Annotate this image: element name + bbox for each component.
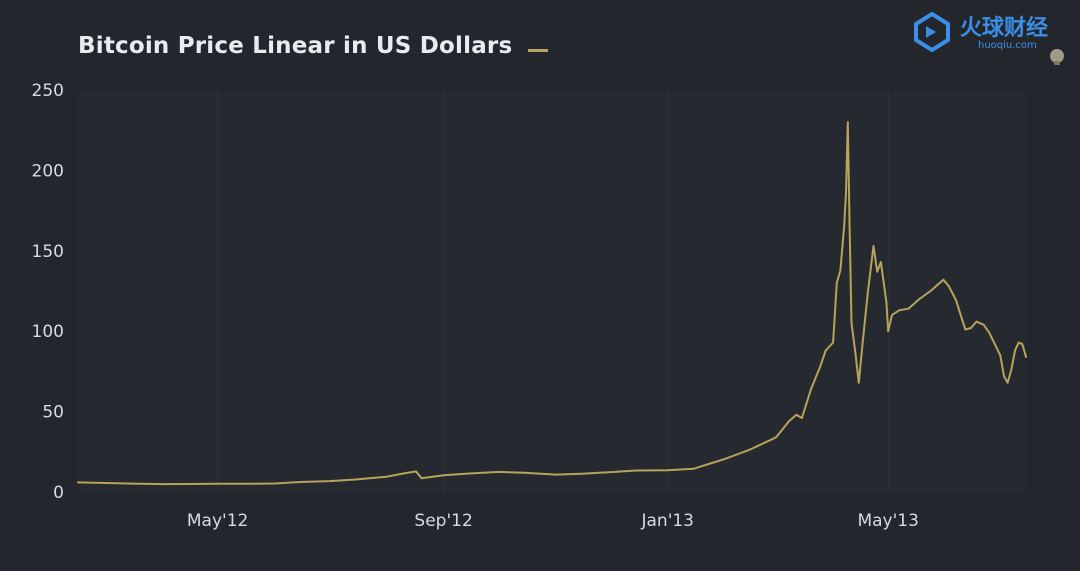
data-point — [832, 341, 834, 344]
data-point — [749, 448, 752, 451]
data-point — [1025, 356, 1027, 358]
y-tick-label: 200 — [32, 161, 64, 181]
data-point — [442, 474, 445, 477]
chart-title: Bitcoin Price Linear in US Dollars — [78, 33, 513, 59]
data-point — [497, 471, 500, 473]
data-point — [824, 349, 827, 352]
data-point — [420, 477, 423, 480]
data-point — [960, 317, 963, 320]
data-point — [964, 328, 967, 331]
data-point — [872, 245, 875, 247]
watermark-brand: 火球财经 — [960, 16, 1049, 41]
data-point — [810, 388, 812, 390]
data-point — [77, 481, 79, 484]
data-point — [328, 480, 331, 482]
y-tick-label: 250 — [32, 81, 64, 101]
huoqiu-logo-icon — [914, 12, 950, 52]
data-point — [1017, 341, 1020, 344]
data-point — [795, 413, 798, 416]
data-point — [273, 482, 276, 485]
data-point — [970, 327, 972, 329]
data-point — [1010, 368, 1013, 371]
data-point — [891, 314, 893, 316]
data-point — [918, 298, 921, 300]
data-point — [936, 283, 939, 286]
data-point — [130, 482, 133, 485]
data-point — [857, 381, 860, 384]
data-point — [1006, 381, 1009, 384]
x-tick-label: May'12 — [187, 511, 248, 531]
data-point — [299, 481, 302, 483]
data-point — [845, 192, 847, 194]
data-point — [187, 483, 190, 485]
data-point — [848, 225, 851, 228]
data-point — [846, 121, 849, 124]
data-point — [885, 301, 888, 304]
data-point — [843, 225, 845, 228]
data-point — [942, 278, 945, 281]
legend-swatch — [528, 49, 548, 52]
data-point — [104, 482, 107, 484]
data-point — [867, 290, 869, 292]
watermark: 火球财经 huoqiu.com — [912, 8, 1072, 68]
x-tick-label: Jan'13 — [640, 511, 694, 531]
data-point — [955, 299, 958, 302]
data-point — [1003, 375, 1005, 378]
data-point — [692, 467, 695, 470]
y-tick-label: 0 — [53, 483, 64, 503]
data-point — [216, 482, 219, 485]
data-point — [819, 365, 822, 368]
data-point — [907, 307, 910, 310]
bulb-icon — [1050, 49, 1064, 65]
y-tick-label: 150 — [32, 242, 64, 262]
data-point — [801, 417, 803, 419]
data-point — [861, 343, 864, 345]
data-point — [554, 473, 557, 476]
data-point — [775, 436, 777, 439]
plot-area — [78, 90, 1026, 492]
data-point — [468, 472, 471, 475]
data-point — [975, 320, 978, 323]
data-point — [788, 420, 790, 423]
y-tick-label: 50 — [42, 403, 64, 423]
data-point — [854, 349, 856, 352]
data-point — [242, 482, 245, 485]
data-point — [887, 330, 890, 333]
data-point — [876, 270, 879, 273]
data-point — [580, 472, 583, 475]
y-tick-label: 100 — [32, 322, 64, 342]
data-point — [523, 471, 526, 474]
data-point — [635, 469, 638, 472]
data-point — [835, 282, 838, 284]
data-point — [609, 471, 612, 473]
data-point — [723, 458, 726, 460]
data-point — [947, 285, 950, 288]
data-point — [354, 478, 357, 481]
x-tick-label: May'13 — [857, 511, 918, 531]
data-point — [929, 290, 932, 292]
x-tick-label: Sep'12 — [414, 511, 472, 531]
data-point — [161, 483, 164, 485]
data-point — [982, 323, 985, 326]
data-point — [666, 469, 669, 472]
data-point — [999, 354, 1002, 357]
data-point — [988, 331, 991, 334]
data-point — [1021, 343, 1024, 345]
data-point — [993, 343, 996, 345]
data-point — [402, 472, 405, 475]
data-point — [839, 269, 842, 271]
data-point — [415, 470, 417, 473]
data-point — [880, 261, 882, 263]
data-point — [850, 322, 853, 325]
data-point — [898, 309, 901, 312]
watermark-url: huoqiu.com — [978, 40, 1037, 51]
data-point — [385, 475, 388, 478]
data-point — [1014, 349, 1016, 352]
